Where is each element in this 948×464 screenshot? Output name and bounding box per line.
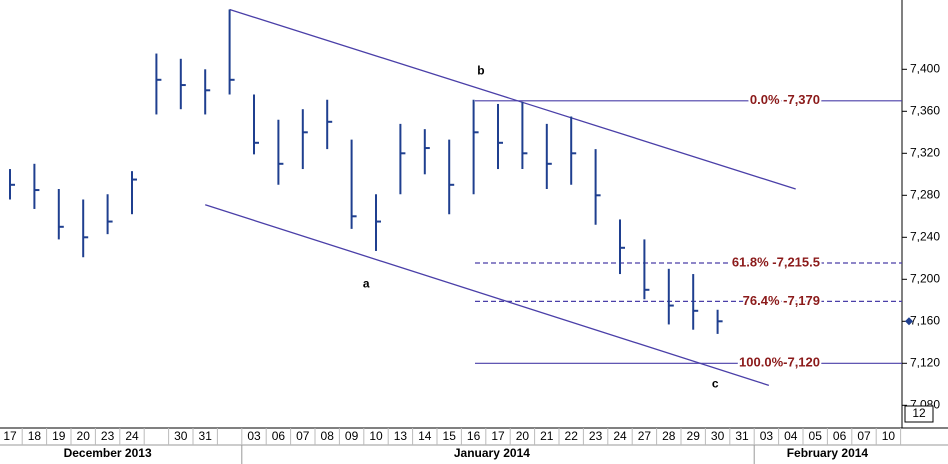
x-tick-label: 16 xyxy=(467,429,481,443)
x-tick-label: 21 xyxy=(540,429,554,443)
x-tick-label: 24 xyxy=(613,429,627,443)
x-tick-label: 08 xyxy=(321,429,335,443)
y-tick-label: 7,120 xyxy=(910,355,940,369)
y-tick-label: 7,280 xyxy=(910,187,940,201)
x-tick-label: 10 xyxy=(369,429,383,443)
fib-label: 61.8% -7,215.5 xyxy=(732,254,820,269)
x-tick-label: 15 xyxy=(443,429,457,443)
x-tick-label: 30 xyxy=(174,429,188,443)
axis-badge: 12 xyxy=(912,406,926,420)
x-tick-label: 27 xyxy=(638,429,652,443)
x-tick-label: 06 xyxy=(272,429,286,443)
last-price-marker xyxy=(905,317,913,326)
x-tick-label: 31 xyxy=(199,429,213,443)
month-label: December 2013 xyxy=(64,446,152,460)
month-label: January 2014 xyxy=(454,446,530,460)
x-tick-label: 07 xyxy=(857,429,871,443)
wave-label: b xyxy=(477,64,484,78)
x-tick-label: 05 xyxy=(809,429,823,443)
x-tick-label: 20 xyxy=(77,429,91,443)
y-tick-label: 7,200 xyxy=(910,271,940,285)
y-tick-label: 7,400 xyxy=(910,61,940,75)
x-tick-label: 24 xyxy=(125,429,139,443)
wave-label: a xyxy=(363,277,370,291)
x-tick-label: 17 xyxy=(3,429,17,443)
x-tick-label: 07 xyxy=(296,429,310,443)
x-tick-label: 14 xyxy=(418,429,432,443)
x-tick-label: 13 xyxy=(394,429,408,443)
month-label: February 2014 xyxy=(787,446,869,460)
wave-label: c xyxy=(712,376,719,390)
trendline xyxy=(229,8,796,190)
x-tick-label: 06 xyxy=(833,429,847,443)
x-tick-label: 04 xyxy=(784,429,798,443)
fib-label: 100.0%-7,120 xyxy=(739,355,820,370)
x-tick-label: 20 xyxy=(516,429,530,443)
fib-label: 76.4% -7,179 xyxy=(743,293,820,308)
x-tick-label: 28 xyxy=(662,429,676,443)
x-tick-label: 30 xyxy=(711,429,725,443)
axis-badge-box xyxy=(904,405,934,423)
fib-label: 0.0% -7,370 xyxy=(750,92,820,107)
x-tick-label: 23 xyxy=(589,429,603,443)
x-tick-label: 23 xyxy=(101,429,115,443)
y-tick-label: 7,160 xyxy=(910,313,940,327)
x-tick-label: 03 xyxy=(760,429,774,443)
x-tick-label: 03 xyxy=(247,429,261,443)
y-tick-label: 7,360 xyxy=(910,103,940,117)
x-tick-label: 18 xyxy=(28,429,42,443)
x-tick-label: 31 xyxy=(735,429,749,443)
y-tick-label: 7,320 xyxy=(910,145,940,159)
y-tick-label: 7,240 xyxy=(910,229,940,243)
x-tick-label: 17 xyxy=(491,429,505,443)
trendline xyxy=(205,204,770,386)
x-tick-label: 09 xyxy=(345,429,359,443)
x-tick-label: 10 xyxy=(882,429,896,443)
x-tick-label: 29 xyxy=(687,429,701,443)
x-tick-label: 19 xyxy=(52,429,66,443)
x-tick-label: 22 xyxy=(565,429,579,443)
